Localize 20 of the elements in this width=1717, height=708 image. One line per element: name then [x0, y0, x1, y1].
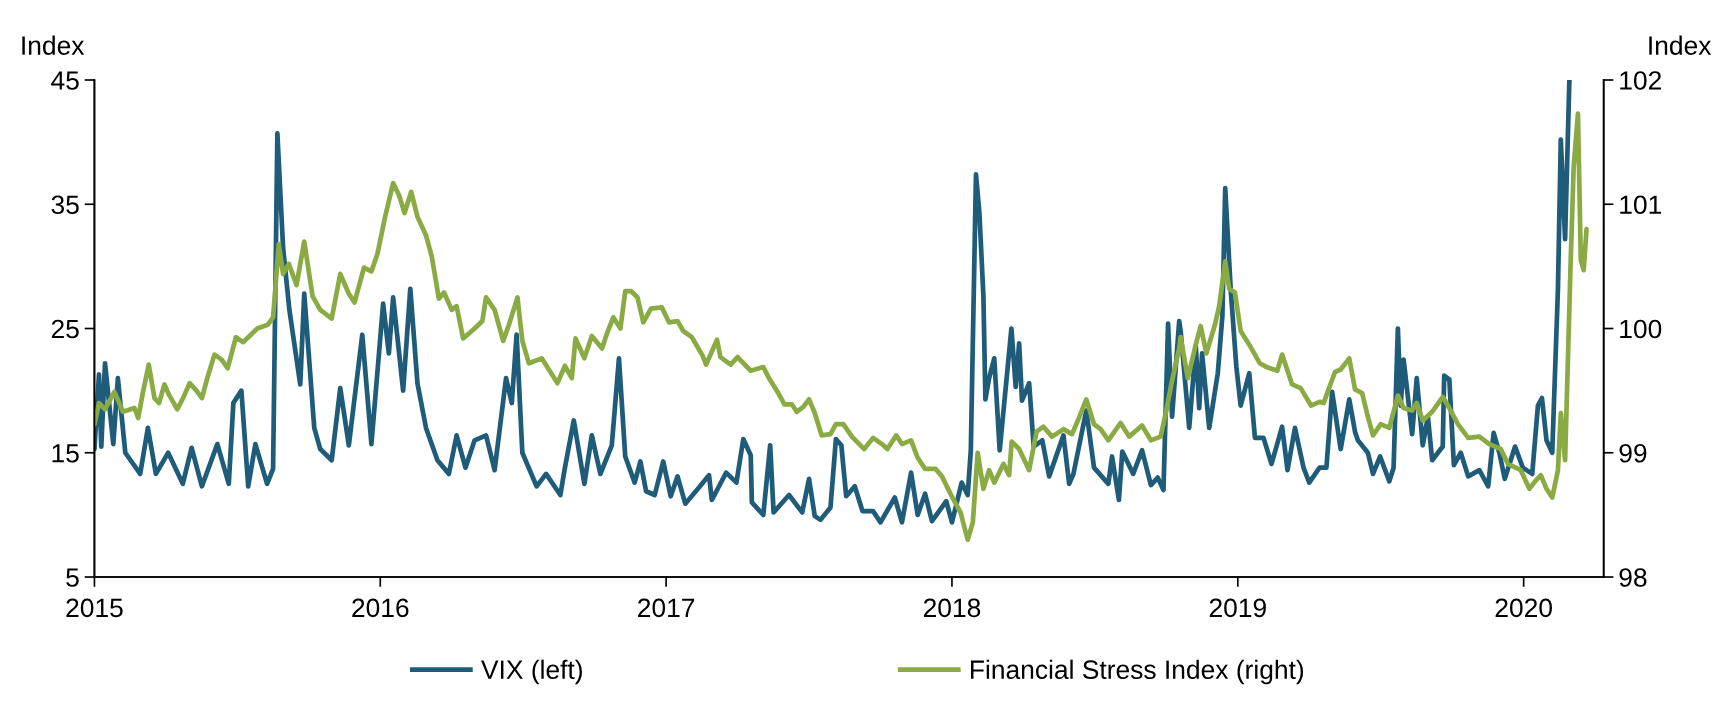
- y2-tick-label: 101: [1620, 195, 1661, 215]
- x-tick-label: 2015: [66, 598, 123, 618]
- x-tick-label: 2020: [1495, 598, 1552, 618]
- y2-tick-label: 99: [1619, 443, 1647, 463]
- legend-label: Financial Stress Index (right): [971, 659, 1304, 685]
- x-tick-label: 2017: [638, 598, 695, 618]
- y-axis-title: Index: [22, 35, 85, 55]
- y2-tick-label: 98: [1619, 568, 1647, 587]
- y-tick-label: 25: [51, 319, 79, 339]
- y-tick-label: 5: [66, 568, 79, 587]
- y2-tick-label: 102: [1620, 71, 1661, 90]
- legend-label: VIX (left): [481, 659, 582, 685]
- x-tick-label: 2018: [923, 598, 981, 618]
- y-tick-label: 35: [51, 195, 79, 215]
- y-tick-label: 15: [52, 444, 79, 463]
- x-tick-label: 2019: [1209, 598, 1266, 618]
- y2-axis-title: Index: [1649, 35, 1712, 55]
- x-tick-label: 2016: [352, 598, 409, 618]
- y2-tick-label: 100: [1620, 319, 1662, 339]
- y-tick-label: 45: [51, 71, 79, 90]
